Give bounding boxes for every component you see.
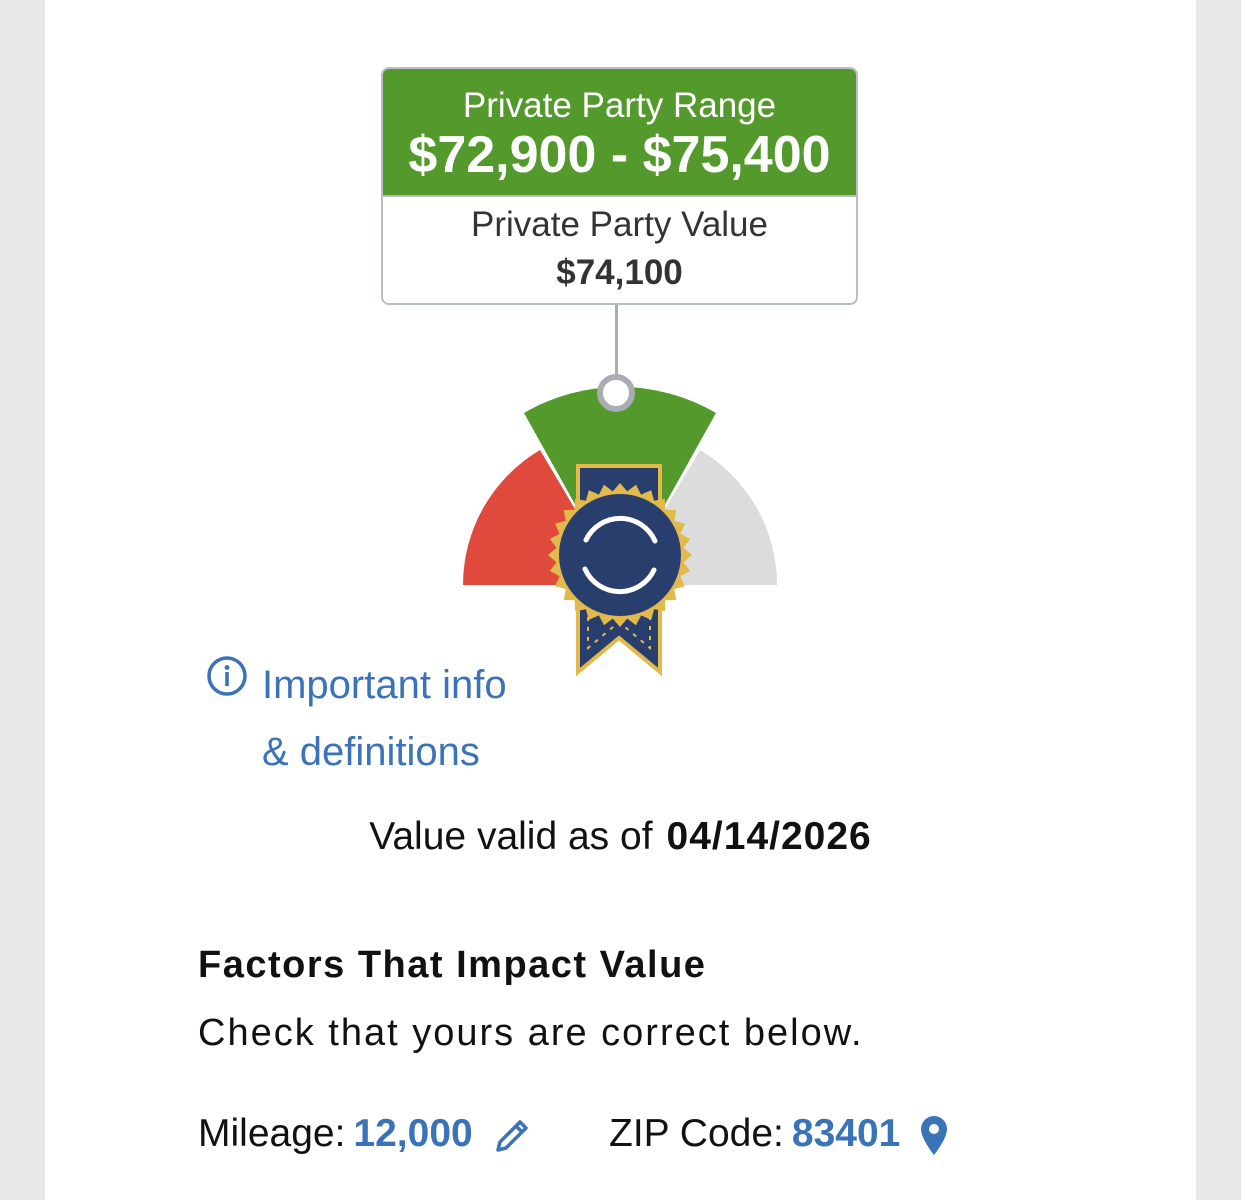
- info-link-line2[interactable]: & definitions: [262, 730, 480, 774]
- map-pin-icon[interactable]: [919, 1115, 949, 1157]
- pencil-icon[interactable]: [492, 1116, 532, 1156]
- mileage-label: Mileage:: [198, 1112, 346, 1155]
- gauge-pointer-knob: [597, 374, 635, 412]
- value-valid-line: Value valid as of 04/14/2026: [0, 815, 1241, 859]
- valid-date: 04/14/2026: [666, 815, 872, 858]
- info-circle-icon: [207, 656, 247, 696]
- mileage-factor: Mileage: 12,000: [198, 1112, 532, 1156]
- valid-label: Value valid as of: [369, 815, 653, 858]
- range-header: Private Party Range $72,900 - $75,400: [383, 69, 856, 197]
- info-link-line1[interactable]: Important info: [262, 663, 507, 707]
- ribbon-badge-icon: [548, 464, 692, 677]
- gauge-connector-line: [615, 305, 618, 382]
- factors-title: Factors That Impact Value: [198, 944, 707, 986]
- value-label: Private Party Value: [471, 205, 768, 244]
- mileage-value-link[interactable]: 12,000: [353, 1112, 473, 1155]
- info-link-text[interactable]: Important info & definitions: [262, 652, 582, 786]
- range-value: $72,900 - $75,400: [408, 126, 831, 184]
- range-label: Private Party Range: [462, 86, 777, 125]
- factors-subtitle: Check that yours are correct below.: [198, 1012, 864, 1054]
- zip-value-link[interactable]: 83401: [791, 1112, 901, 1155]
- value-gauge: [463, 374, 777, 677]
- price-range-box: Private Party Range $72,900 - $75,400 Pr…: [381, 67, 858, 305]
- value-amount: $74,100: [556, 253, 683, 292]
- zip-label: ZIP Code:: [609, 1112, 784, 1155]
- zip-code-factor: ZIP Code: 83401: [609, 1112, 949, 1157]
